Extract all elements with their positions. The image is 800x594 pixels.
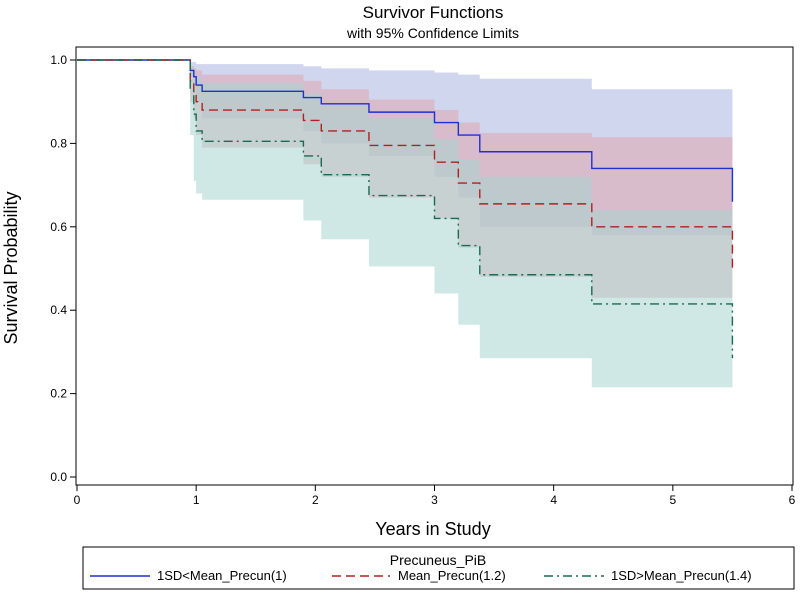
confidence-bands: [77, 60, 733, 436]
legend-label-2: Mean_Precun(1.2): [398, 568, 506, 583]
confidence-band-3: [77, 60, 733, 436]
y-axis: 0.0 0.2 0.4 0.6 0.8 1.0: [50, 53, 76, 484]
y-tick-label: 0.4: [50, 303, 67, 317]
legend-label-3: 1SD>Mean_Precun(1.4): [611, 568, 752, 583]
y-tick-label: 1.0: [50, 53, 67, 67]
x-tick-label: 0: [74, 493, 81, 507]
y-tick-label: 0.2: [50, 387, 67, 401]
y-tick-label: 0.8: [50, 136, 67, 150]
x-tick-label: 4: [550, 493, 557, 507]
x-axis-label: Years in Study: [375, 519, 490, 539]
y-axis-label: Survival Probability: [1, 191, 21, 344]
survival-curve-1: [77, 59, 734, 202]
x-tick-label: 3: [431, 493, 438, 507]
x-tick-label: 1: [193, 493, 200, 507]
legend: Precuneus_PiB 1SD<Mean_Precun(1) Mean_Pre…: [82, 546, 795, 590]
legend-frame: [82, 546, 795, 590]
chart-subtitle: with 95% Confidence Limits: [346, 25, 519, 41]
x-tick-label: 2: [312, 493, 319, 507]
y-tick-label: 0.6: [50, 220, 67, 234]
legend-title: Precuneus_PiB: [390, 552, 487, 568]
survival-curves: [77, 59, 734, 359]
chart-title: Survivor Functions: [363, 3, 504, 22]
x-axis: 0 1 2 3 4 5 6: [74, 485, 796, 507]
legend-label-1: 1SD<Mean_Precun(1): [157, 568, 287, 583]
survival-curve-2: [77, 59, 734, 273]
y-tick-label: 0.0: [50, 470, 67, 484]
x-tick-label: 6: [789, 493, 796, 507]
x-tick-label: 5: [669, 493, 676, 507]
